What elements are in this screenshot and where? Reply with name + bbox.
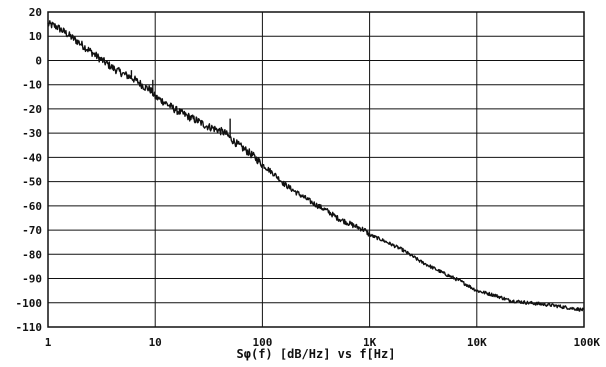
x-tick-label: 100K [574, 336, 601, 349]
y-tick-label: -70 [22, 224, 42, 237]
x-tick-label: 10 [149, 336, 162, 349]
y-tick-label: -20 [22, 103, 42, 116]
y-tick-label: -90 [22, 273, 42, 286]
grid [47, 11, 585, 328]
y-tick-label: -110 [16, 321, 43, 334]
y-tick-label: 0 [35, 54, 42, 67]
y-tick-label: -80 [22, 248, 42, 261]
y-tick-label: 10 [29, 30, 42, 43]
y-tick-label: -40 [22, 151, 42, 164]
y-tick-label: -30 [22, 127, 42, 140]
x-tick-label: 100 [252, 336, 272, 349]
series-group [47, 20, 585, 312]
y-tick-label: -50 [22, 176, 42, 189]
x-tick-label: 10K [467, 336, 487, 349]
y-tick-label: -100 [16, 297, 43, 310]
x-tick-labels: 1 10 100 1K 10K 100K [45, 336, 601, 349]
y-tick-labels: 20 10 0 -10 -20 -30 -40 -50 -60 -70 -80 -90 -100 -110 [16, 6, 43, 334]
x-tick-label: 1 [45, 336, 52, 349]
y-tick-label: 20 [29, 6, 42, 19]
x-tick-label: 1K [363, 336, 377, 349]
y-tick-label: -10 [22, 79, 42, 92]
x-axis-label: Sφ(f) [dB/Hz] vs f[Hz] [237, 347, 396, 361]
plot-frame [47, 11, 585, 328]
series-line [47, 20, 585, 312]
y-tick-label: -60 [22, 200, 42, 213]
